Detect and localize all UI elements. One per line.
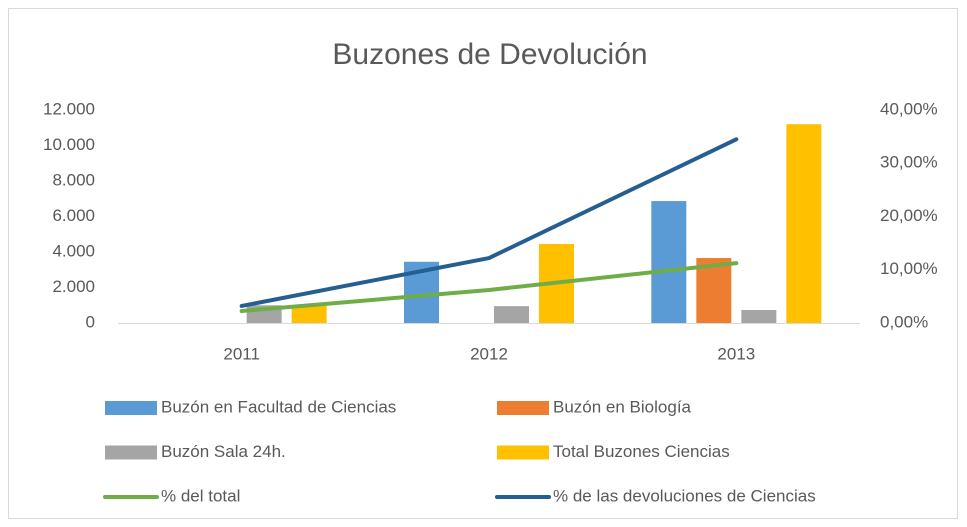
y-tick-label: 8.000 (52, 170, 95, 189)
x-tick-label: 2013 (717, 344, 755, 363)
legend-swatch (105, 445, 157, 460)
line (239, 261, 739, 314)
y-tick-label: 10.000 (43, 135, 95, 154)
y-tick-label: 0 (86, 312, 95, 331)
y-tick-label: 6.000 (52, 206, 95, 225)
y-tick-label: 12.000 (43, 99, 95, 118)
legend-swatch (497, 445, 549, 460)
bar (696, 258, 732, 323)
x-tick-label: 2012 (470, 344, 508, 363)
legend-label: Buzón Sala 24h. (161, 442, 286, 461)
legend-label: % de las devoluciones de Ciencias (553, 486, 816, 505)
y2-tick-label: 40,00% (880, 99, 938, 118)
bar (741, 310, 777, 323)
y-tick-label: 2.000 (52, 277, 95, 296)
chart-title: Buzones de Devolución (332, 38, 647, 71)
y2-tick-label: 0,00% (880, 312, 928, 331)
bar (291, 305, 327, 323)
x-tick-label: 2011 (223, 344, 260, 363)
y2-tick-label: 30,00% (880, 153, 938, 172)
bar (494, 306, 529, 323)
y2-tick-label: 10,00% (880, 259, 938, 278)
legend-swatch (105, 401, 157, 415)
legend-label: Buzón en Facultad de Ciencias (161, 397, 396, 416)
legend-label: % del total (161, 486, 240, 505)
bar (651, 201, 687, 323)
legend-label: Buzón en Biología (553, 397, 692, 416)
legend-label: Total Buzones Ciencias (553, 442, 730, 461)
line (239, 137, 739, 308)
y-tick-label: 4.000 (52, 241, 95, 260)
bar (786, 124, 822, 323)
legend-swatch (497, 401, 549, 415)
y2-tick-label: 20,00% (880, 206, 938, 225)
